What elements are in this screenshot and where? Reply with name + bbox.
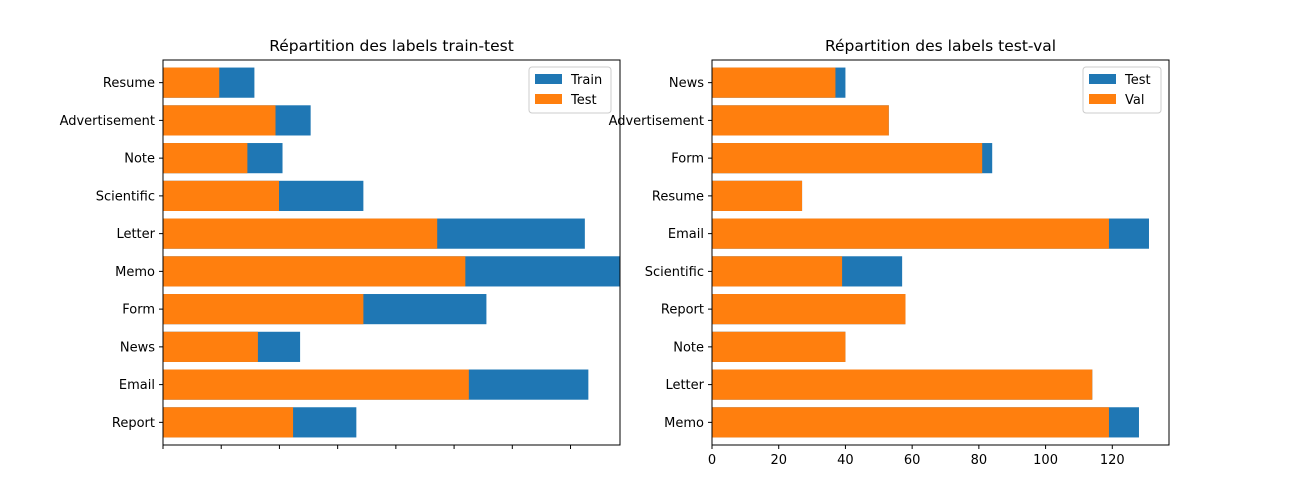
x-tick-label: 60 [904,453,921,468]
x-tick-label: 120 [1100,453,1125,468]
y-tick-label: Scientific [645,265,704,280]
chart-2: Memo Letter Note Report Scientific Email Resum… [609,37,1170,468]
bar-test-scientific [163,180,280,211]
y-tick-label: Report [661,303,704,318]
x-tick-label: 0 [708,453,716,468]
legend-label: Test [570,93,597,108]
legend-label: Val [1125,93,1144,108]
y-tick-label: Note [124,152,155,167]
y-tick-label: News [669,76,704,91]
bar-val-news [712,67,836,98]
bar-test-memo [163,256,466,287]
bar-test-advertisement [163,105,276,136]
bar-val-letter [712,369,1093,400]
x-tick-label: 100 [1033,453,1058,468]
chart-1: Report Email News Form Memo Letter Scientific N… [60,37,621,449]
bar-test-form [163,294,364,325]
bar-test-email [163,369,469,400]
bar-val-resume [712,180,803,211]
bar-val-report [712,294,906,325]
y-tick-label: Email [119,378,155,393]
bar-val-advertisement [712,105,889,136]
y-tick-label: Resume [652,189,704,204]
y-tick-label: Letter [116,227,155,242]
y-tick-label: Resume [103,76,155,91]
axes-frame [162,59,621,446]
series-test [163,67,469,438]
y-tick-label: Advertisement [609,114,704,129]
y-tick-label: Report [112,416,155,431]
legend-swatch [1089,74,1116,84]
series-val [712,67,1109,438]
y-tick-label: Letter [665,378,704,393]
x-tick-label: 80 [971,453,988,468]
y-tick-label: Advertisement [60,114,155,129]
chart-title: Répartition des labels train-test [269,37,514,55]
bar-val-scientific [712,256,843,287]
chart-title: Répartition des labels test-val [825,37,1056,55]
y-tick-label: Form [671,152,704,167]
x-tick-label: 20 [770,453,787,468]
legend: Test Val [1082,66,1162,114]
y-tick-label: Email [668,227,704,242]
y-tick-label: News [120,340,155,355]
y-tick-label: Note [673,340,704,355]
legend-swatch [1089,94,1116,104]
bar-test-note [163,143,248,174]
bar-test-report [163,407,294,438]
y-tick-label: Form [122,303,155,318]
bar-test-letter [163,218,438,249]
y-tick-label: Scientific [96,189,155,204]
y-tick-label: Memo [664,416,704,431]
bar-val-note [712,331,846,362]
legend-swatch [535,94,562,104]
legend-label: Test [1124,73,1151,88]
bar-val-memo [712,407,1109,438]
legend-swatch [535,74,562,84]
y-tick-label: Memo [115,265,155,280]
legend-label: Train [570,73,602,88]
bar-test-resume [163,67,220,98]
bar-val-email [712,218,1109,249]
legend: Train Test [528,66,612,114]
bar-test-news [163,331,258,362]
axes-frame [711,59,1170,446]
x-tick-label: 40 [837,453,854,468]
bar-val-form [712,143,983,174]
